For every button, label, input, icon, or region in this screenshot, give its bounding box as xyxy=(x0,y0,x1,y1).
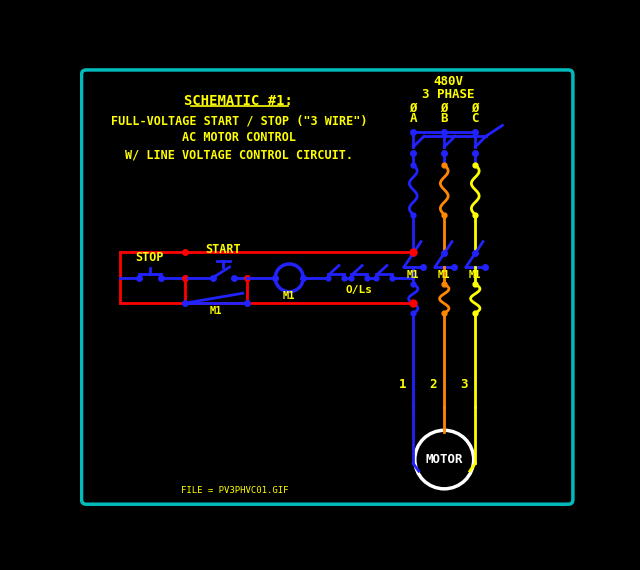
Text: M1: M1 xyxy=(283,291,296,302)
FancyBboxPatch shape xyxy=(81,70,573,504)
Text: MOTOR: MOTOR xyxy=(426,453,463,466)
Text: AC MOTOR CONTROL: AC MOTOR CONTROL xyxy=(182,131,296,144)
Text: Ø: Ø xyxy=(440,101,448,115)
Text: FILE = PV3PHVC01.GIF: FILE = PV3PHVC01.GIF xyxy=(181,486,289,495)
Text: 3: 3 xyxy=(461,378,468,391)
Text: B: B xyxy=(440,112,448,125)
Text: 2: 2 xyxy=(429,378,437,391)
Text: 3 PHASE: 3 PHASE xyxy=(422,88,474,101)
Text: FULL-VOLTAGE START / STOP ("3 WIRE"): FULL-VOLTAGE START / STOP ("3 WIRE") xyxy=(111,114,367,127)
Text: 1: 1 xyxy=(399,378,406,391)
Text: M1: M1 xyxy=(438,270,451,280)
Text: C: C xyxy=(472,112,479,125)
Text: SCHEMATIC #1:: SCHEMATIC #1: xyxy=(184,93,293,108)
Text: A: A xyxy=(410,112,417,125)
Text: START: START xyxy=(205,243,241,256)
Text: M1: M1 xyxy=(469,270,481,280)
Text: 480V: 480V xyxy=(433,75,463,88)
Text: Ø: Ø xyxy=(472,101,479,115)
Text: Ø: Ø xyxy=(410,101,417,115)
Text: W/ LINE VOLTAGE CONTROL CIRCUIT.: W/ LINE VOLTAGE CONTROL CIRCUIT. xyxy=(125,148,353,161)
Text: M1: M1 xyxy=(209,306,222,316)
Text: M1: M1 xyxy=(407,270,419,280)
Text: STOP: STOP xyxy=(136,251,164,264)
Text: O/Ls: O/Ls xyxy=(346,285,372,295)
